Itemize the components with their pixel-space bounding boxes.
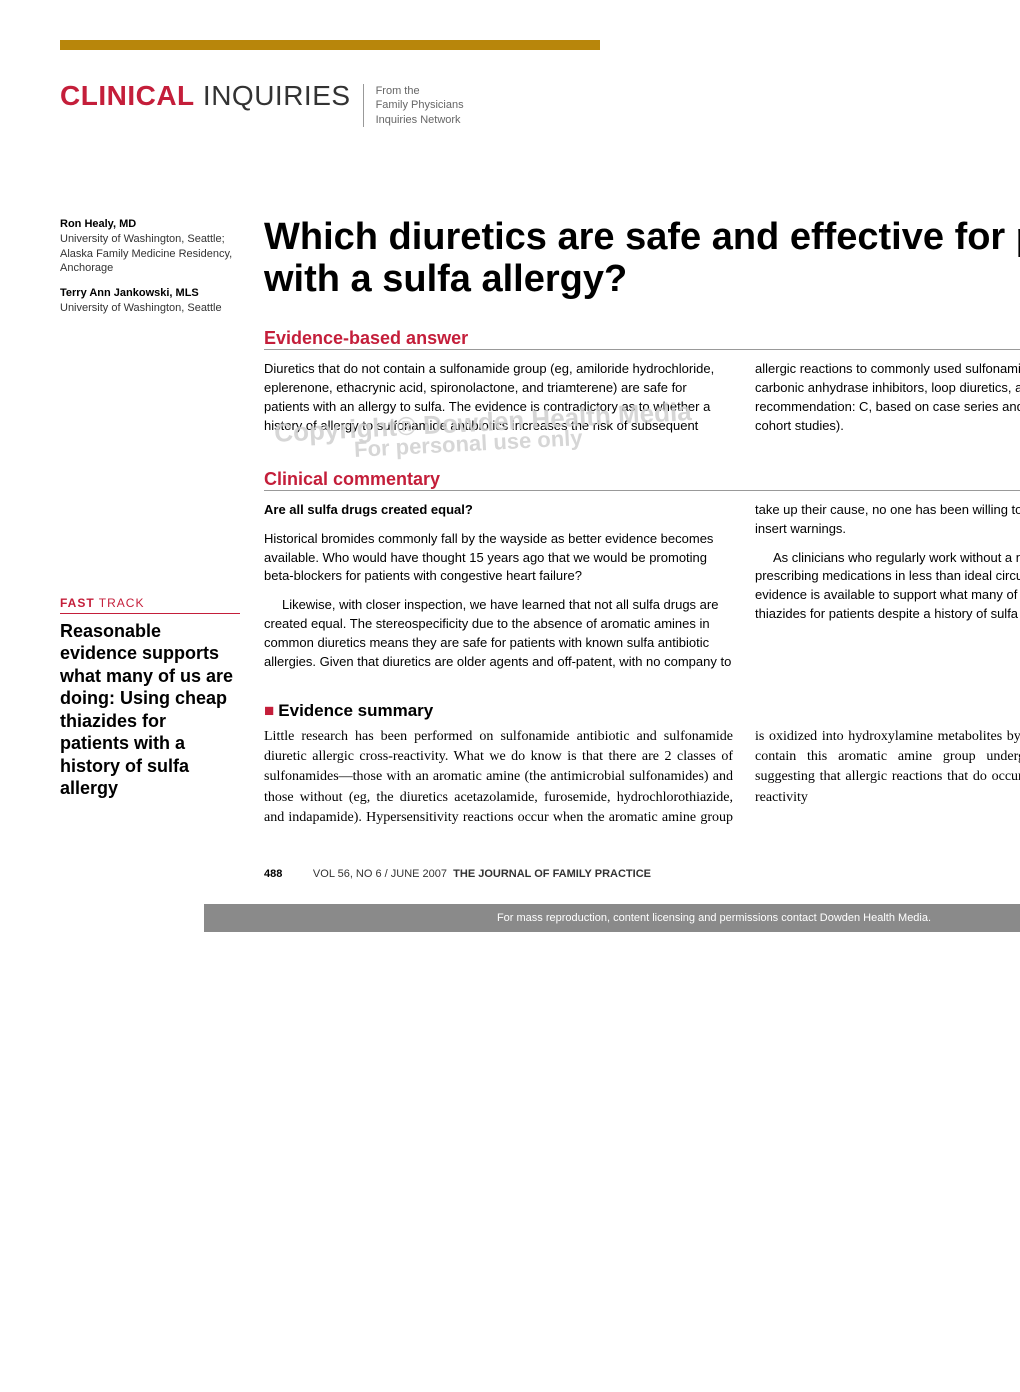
department-header: CLINICAL INQUIRIES From the Family Physi… <box>60 80 960 127</box>
clinical-commentary: Are all sulfa drugs created equal? Histo… <box>264 501 1020 677</box>
footer-journal: THE JOURNAL OF FAMILY PRACTICE <box>453 868 651 880</box>
reproduction-notice: For mass reproduction, content licensing… <box>204 904 1020 932</box>
signature-affiliation: 96 MDG Family Medicine Residency, <box>755 648 1020 662</box>
department-title-light: INQUIRIES <box>195 80 351 111</box>
fast-track-label-bold: FAST <box>60 596 95 610</box>
fast-track-label-light: TRACK <box>95 596 145 610</box>
footer-citation: VOL 56, NO 6 / JUNE 2007 THE JOURNAL OF … <box>313 868 651 880</box>
fast-track-label: FAST TRACK <box>60 596 240 614</box>
footer-vol: VOL 56, NO 6 / JUNE 2007 <box>313 868 447 880</box>
from-line: Inquiries Network <box>376 113 464 127</box>
author-name: Ron Healy, MD <box>60 217 240 232</box>
section-answer-label: Evidence-based answer <box>264 328 1020 350</box>
author-name: Terry Ann Jankowski, MLS <box>60 286 240 301</box>
department-title: CLINICAL INQUIRIES <box>60 80 351 112</box>
signature-name: Brian Crownover, MD, FAAFP <box>755 634 1020 648</box>
evidence-summary-body: Little research has been performed on su… <box>264 727 1020 828</box>
from-line: Family Physicians <box>376 98 464 112</box>
commentary-signature: Brian Crownover, MD, FAAFP 96 MDG Family… <box>755 634 1020 677</box>
author-block: Ron Healy, MD University of Washington, … <box>60 217 240 316</box>
fast-track-box: FAST TRACK Reasonable evidence supports … <box>60 596 240 800</box>
from-line: From the <box>376 84 464 98</box>
evidence-summary-label: Evidence summary <box>278 701 433 720</box>
main-column: Which diuretics are safe and effective f… <box>264 217 1020 932</box>
evidence-summary-heading: ■Evidence summary <box>264 701 1020 721</box>
department-title-bold: CLINICAL <box>60 80 195 111</box>
commentary-paragraph: Historical bromides commonly fall by the… <box>264 530 733 587</box>
left-column: Ron Healy, MD University of Washington, … <box>60 217 240 932</box>
article-title: Which diuretics are safe and effective f… <box>264 217 1020 301</box>
page: CLINICAL INQUIRIES From the Family Physi… <box>0 0 1020 932</box>
page-number: 488 <box>264 868 282 880</box>
commentary-paragraph: As clinicians who regularly work without… <box>755 549 1020 624</box>
fast-track-body: Reasonable evidence supports what many o… <box>60 620 240 800</box>
top-accent-bar <box>60 40 600 50</box>
department-source: From the Family Physicians Inquiries Net… <box>363 84 464 127</box>
commentary-subhead: Are all sulfa drugs created equal? <box>264 501 733 520</box>
answer-paragraph: Diuretics that do not contain a sulfonam… <box>264 360 1020 440</box>
body-grid: Ron Healy, MD University of Washington, … <box>60 217 960 932</box>
author-affiliation: University of Washington, Seattle; Alask… <box>60 232 240 277</box>
signature-affiliation: Eglin Air Force Base, Fla <box>755 663 1020 677</box>
square-bullet-icon: ■ <box>264 701 274 720</box>
evidence-based-answer: Copyright® Dowden Health Media For perso… <box>264 360 1020 440</box>
section-commentary-label: Clinical commentary <box>264 469 1020 491</box>
author-affiliation: University of Washington, Seattle <box>60 301 240 316</box>
page-footer: 488 VOL 56, NO 6 / JUNE 2007 THE JOURNAL… <box>264 868 1020 880</box>
